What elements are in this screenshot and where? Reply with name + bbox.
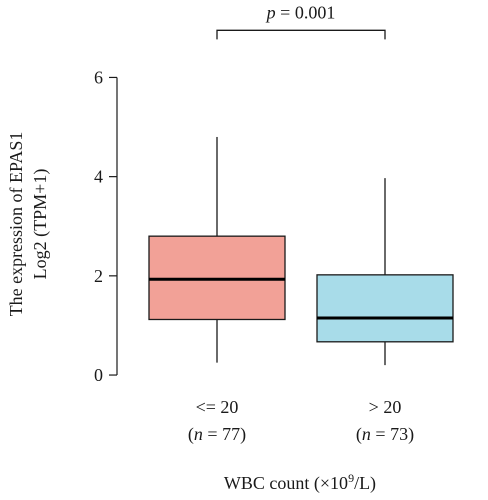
p-value-label: p = 0.001 [265,2,336,22]
box-group-2: > 20 (n = 73) [316,178,454,445]
y-axis-title-line1: The expression of EPAS1 [6,132,26,317]
x-category-n-label: (n = 73) [356,424,414,445]
x-axis-title: WBC count (×109/L) [224,471,376,494]
boxes: <= 20 (n = 77) > 20 (n = 73) [148,136,454,445]
box-iqr [316,274,454,343]
x-category-label: > 20 [369,397,402,417]
box-group-1: <= 20 (n = 77) [148,136,286,445]
y-tick-label-4: 4 [94,167,103,187]
x-category-n-label: (n = 77) [188,424,246,445]
y-tick-label-2: 2 [94,266,103,286]
significance-bracket [216,29,386,40]
x-category-label: <= 20 [196,397,239,417]
significance-annotation: p = 0.001 [216,2,386,40]
y-tick-label-0: 0 [94,365,103,385]
y-axis-title-line2: Log2 (TPM+1) [30,169,51,280]
y-tick-label-6: 6 [94,67,103,87]
y-axis: 0 2 4 6 [94,67,118,385]
